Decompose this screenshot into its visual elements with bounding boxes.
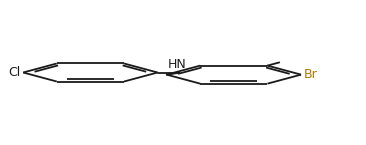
Text: Br: Br bbox=[304, 68, 318, 81]
Text: HN: HN bbox=[168, 58, 187, 71]
Text: Cl: Cl bbox=[8, 66, 20, 79]
